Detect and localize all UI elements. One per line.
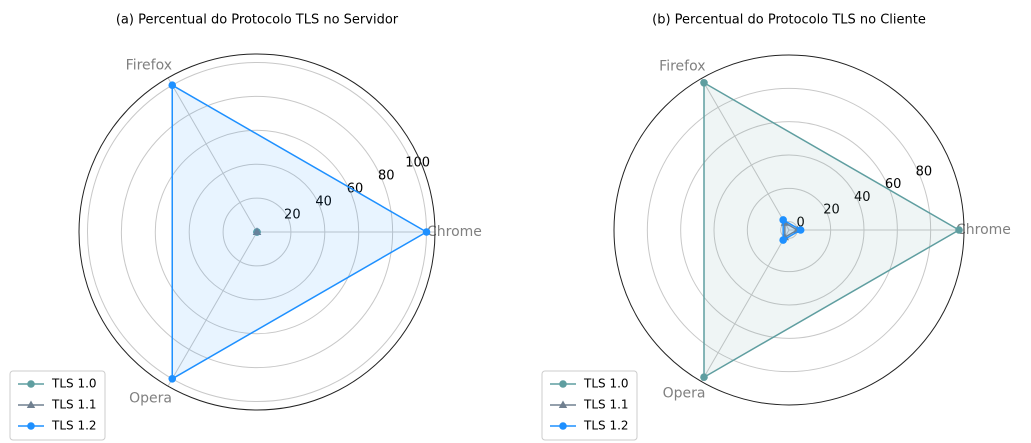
category-label: Opera: [129, 390, 172, 406]
legend-marker: [559, 422, 567, 430]
r-tick-label: 80: [378, 169, 395, 184]
category-label: Chrome: [956, 222, 1011, 238]
legend-label: TLS 1.1: [583, 398, 629, 412]
spoke: [167, 231, 258, 387]
legend-box: [541, 370, 638, 441]
legend-marker: [558, 400, 568, 408]
spoke: [701, 229, 790, 382]
legend-marker: [559, 380, 567, 388]
radar-chart: (b) Percentual do Protocolo TLS no Clien…: [541, 13, 1011, 441]
legend-label: TLS 1.0: [583, 377, 629, 391]
spoke: [701, 78, 790, 231]
series-marker: [168, 81, 177, 89]
category-label: Firefox: [126, 58, 172, 74]
chart-title: (a) Percentual do Protocolo TLS no Servi…: [116, 13, 399, 28]
r-tick-label: 20: [823, 203, 840, 218]
series-marker: [422, 228, 431, 236]
r-tick-label: 40: [315, 195, 332, 210]
legend-marker: [26, 400, 36, 408]
legend-label: TLS 1.2: [583, 419, 629, 433]
series-marker: [700, 78, 708, 87]
radar-chart: (a) Percentual do Protocolo TLS no Servi…: [9, 13, 482, 441]
category-label: Firefox: [659, 58, 705, 74]
spoke: [167, 77, 258, 233]
legend-box: [9, 370, 106, 441]
series-marker: [252, 227, 262, 235]
chart-title: (b) Percentual do Protocolo TLS no Clien…: [652, 13, 926, 28]
series-marker: [700, 373, 708, 382]
series-area: [703, 81, 961, 379]
r-tick-label: 100: [405, 156, 430, 171]
series-marker: [955, 226, 963, 234]
legend-marker: [27, 422, 35, 430]
series-marker: [796, 226, 805, 234]
polar-frame: [613, 54, 965, 406]
r-tick-label: 0: [797, 215, 805, 230]
r-tick-label: 40: [854, 190, 871, 205]
category-label: Chrome: [427, 224, 482, 240]
polar-frame: [78, 53, 436, 411]
series-marker: [779, 216, 787, 224]
series-marker: [779, 236, 787, 244]
legend-label: TLS 1.1: [51, 398, 97, 412]
legend-label: TLS 1.0: [51, 377, 97, 391]
series-marker: [168, 375, 177, 383]
series-area: [171, 83, 429, 381]
series-area: [782, 218, 803, 242]
r-tick-label: 60: [885, 177, 902, 192]
series-area: [784, 221, 799, 239]
category-label: Opera: [663, 386, 706, 402]
r-tick-label: 20: [284, 208, 301, 223]
legend-marker: [27, 380, 35, 388]
legend-label: TLS 1.2: [51, 419, 97, 433]
r-tick-label: 80: [916, 164, 933, 179]
